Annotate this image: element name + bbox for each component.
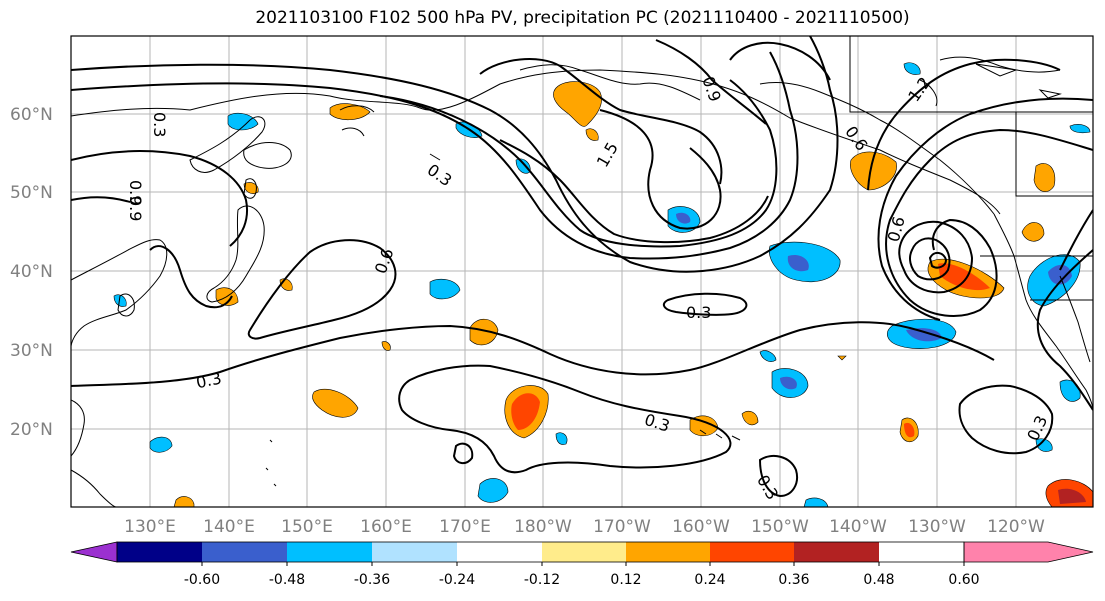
map-border [70, 35, 1094, 508]
colorbar-segment [372, 542, 457, 562]
colorbar-label: 0.60 [948, 572, 979, 588]
colorbar-label: -0.60 [184, 572, 220, 588]
lon-tick-label: 170°W [593, 517, 651, 537]
lat-tick-label: 50°N [10, 183, 53, 203]
colorbar-segment [117, 542, 202, 562]
lon-tick-label: 140°W [829, 517, 887, 537]
contour-label: 0.3 [150, 112, 169, 137]
colorbar: -0.60 -0.48 -0.36 -0.24 -0.12 0.12 0.24 … [70, 541, 1094, 588]
pv-contours [71, 36, 1093, 498]
lon-tick-label: 180°W [514, 517, 572, 537]
colorbar-label: -0.12 [524, 572, 560, 588]
colorbar-segment [710, 542, 794, 562]
lon-tick-label: 150°W [751, 517, 809, 537]
coastlines [71, 36, 1093, 507]
lat-tick-label: 60°N [10, 105, 53, 125]
colorbar-segment [626, 542, 710, 562]
lat-tick-label: 20°N [10, 420, 53, 440]
colorbar-segment [287, 542, 372, 562]
lon-tick-label: 160°W [672, 517, 730, 537]
colorbar-label: 0.36 [778, 572, 809, 588]
colorbar-segment [457, 542, 542, 562]
lon-tick-label: 120°W [987, 517, 1045, 537]
lon-tick-label: 130°E [124, 517, 176, 537]
colorbar-segment [794, 542, 879, 562]
map-title: 2021103100 F102 500 hPa PV, precipitatio… [255, 8, 910, 28]
colorbar-extend-low [70, 541, 118, 563]
lon-tick-label: 160°E [360, 517, 412, 537]
colorbar-label: -0.48 [269, 572, 305, 588]
contour-label: 0.3 [686, 303, 711, 322]
colorbar-label: 0.48 [863, 572, 894, 588]
lat-tick-label: 40°N [10, 262, 53, 282]
contour-label: 0.9 [126, 196, 145, 221]
lon-tick-label: 170°E [439, 517, 491, 537]
lon-tick-label: 140°E [203, 517, 255, 537]
lon-tick-label: 130°W [908, 517, 966, 537]
lon-tick-label: 150°E [281, 517, 333, 537]
colorbar-segment [542, 542, 626, 562]
lat-tick-label: 30°N [10, 341, 53, 361]
colorbar-label: 0.24 [694, 572, 725, 588]
contour-label: 0.3 [194, 368, 223, 392]
latitude-labels: 60°N 50°N 40°N 30°N 20°N [10, 105, 53, 440]
colorbar-extend-high [963, 541, 1094, 563]
colorbar-segment [202, 542, 287, 562]
contour-label: 0.9 [126, 180, 145, 205]
colorbar-label: 0.12 [610, 572, 641, 588]
colorbar-label: -0.24 [439, 572, 475, 588]
precipitation-anomaly-shading [113, 62, 1093, 507]
colorbar-label: -0.36 [354, 572, 390, 588]
longitude-labels: 130°E 140°E 150°E 160°E 170°E 180°W 170°… [124, 517, 1045, 537]
